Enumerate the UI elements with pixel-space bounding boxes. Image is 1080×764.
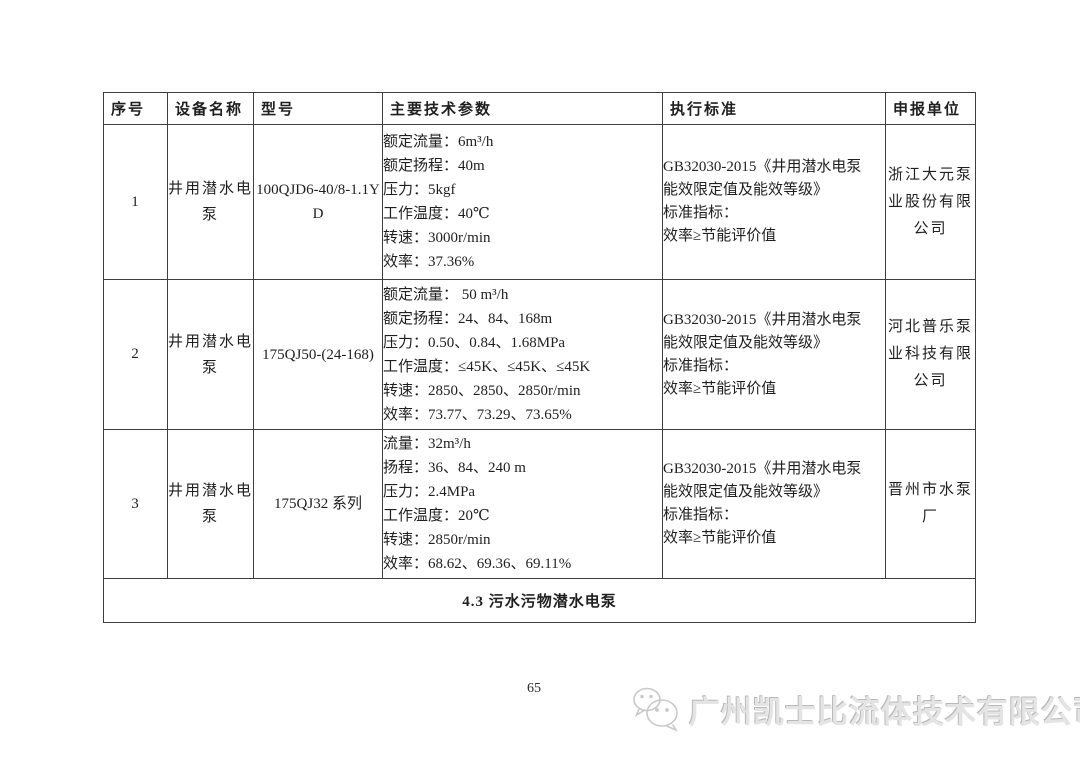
cell-parameters: 额定流量：6m³/h 额定扬程：40m 压力：5kgf 工作温度：40℃ 转速：… bbox=[382, 124, 663, 280]
header-applicant: 申报单位 bbox=[885, 92, 976, 125]
table-row: 3 井用潜水电泵 175QJ32 系列 流量：32m³/h 扬程：36、84、2… bbox=[103, 429, 976, 579]
header-standard: 执行标准 bbox=[662, 92, 886, 125]
table-row: 2 井用潜水电泵 175QJ50-(24-168) 额定流量： 50 m³/h … bbox=[103, 279, 976, 430]
section-footer-row: 4.3 污水污物潜水电泵 bbox=[103, 578, 976, 623]
cell-applicant: 浙江大元泵业股份有限公司 bbox=[885, 124, 976, 280]
cell-standard: GB32030-2015《井用潜水电泵 能效限定值及能效等级》 标准指标： 效率… bbox=[662, 429, 886, 579]
page-number: 65 bbox=[527, 681, 541, 696]
header-serial-number: 序号 bbox=[103, 92, 168, 125]
cell-device-name: 井用潜水电泵 bbox=[167, 124, 254, 280]
company-watermark: 广州凯士比流体技术有限公司 bbox=[630, 686, 1080, 732]
cell-model: 175QJ32 系列 bbox=[253, 429, 383, 579]
cell-standard: GB32030-2015《井用潜水电泵 能效限定值及能效等级》 标准指标： 效率… bbox=[662, 124, 886, 280]
cell-device-name: 井用潜水电泵 bbox=[167, 279, 254, 430]
cell-serial: 1 bbox=[103, 124, 168, 280]
cell-device-name: 井用潜水电泵 bbox=[167, 429, 254, 579]
table-header-row: 序号 设备名称 型号 主要技术参数 执行标准 申报单位 bbox=[103, 92, 976, 125]
header-parameters: 主要技术参数 bbox=[382, 92, 663, 125]
cell-serial: 2 bbox=[103, 279, 168, 430]
pump-spec-table: 序号 设备名称 型号 主要技术参数 执行标准 申报单位 1 井用潜水电泵 100… bbox=[103, 92, 976, 623]
section-title-sewage-pumps: 4.3 污水污物潜水电泵 bbox=[103, 578, 976, 623]
cell-applicant: 河北普乐泵业科技有限公司 bbox=[885, 279, 976, 430]
header-device-name: 设备名称 bbox=[167, 92, 254, 125]
watermark-company-name: 广州凯士比流体技术有限公司 bbox=[689, 694, 1080, 730]
cell-model: 175QJ50-(24-168) bbox=[253, 279, 383, 430]
cell-applicant: 晋州市水泵厂 bbox=[885, 429, 976, 579]
table-row: 1 井用潜水电泵 100QJD6-40/8-1.1YD 额定流量：6m³/h 额… bbox=[103, 124, 976, 280]
cell-standard: GB32030-2015《井用潜水电泵 能效限定值及能效等级》 标准指标： 效率… bbox=[662, 279, 886, 430]
wechat-icon bbox=[630, 686, 684, 732]
cell-parameters: 额定流量： 50 m³/h 额定扬程：24、84、168m 压力：0.50、0.… bbox=[382, 279, 663, 430]
cell-parameters: 流量：32m³/h 扬程：36、84、240 m 压力：2.4MPa 工作温度：… bbox=[382, 429, 663, 579]
cell-serial: 3 bbox=[103, 429, 168, 579]
cell-model: 100QJD6-40/8-1.1YD bbox=[253, 124, 383, 280]
header-model: 型号 bbox=[253, 92, 383, 125]
